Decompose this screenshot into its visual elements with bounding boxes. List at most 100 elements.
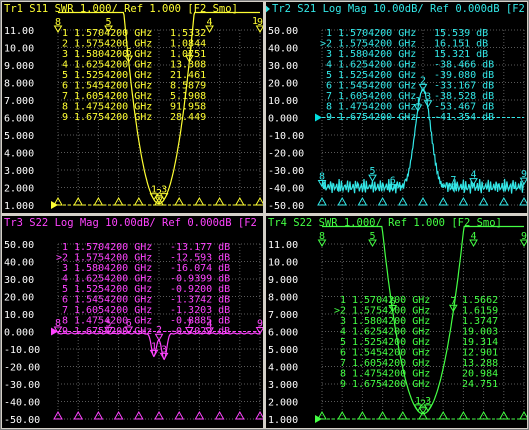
marker-readout-value: 15.539 dB	[434, 28, 488, 39]
marker-8-icon[interactable]	[53, 25, 63, 33]
stimulus-tick-icon	[418, 410, 428, 420]
marker-5-label: 5	[370, 231, 376, 242]
marker-2-icon[interactable]	[154, 196, 164, 204]
marker-7-label: 7	[186, 47, 192, 58]
marker-readout-number: 2	[62, 39, 68, 50]
marker-readout-frequency: 1.6254200 GHz	[338, 60, 416, 71]
marker-2-label: 2	[156, 188, 162, 199]
marker-readout-frequency: 1.5454200 GHz	[352, 348, 430, 359]
reference-pointer-icon[interactable]	[315, 113, 322, 122]
stimulus-tick-icon	[498, 410, 509, 420]
marker-4-icon[interactable]	[469, 239, 478, 247]
trace-plot[interactable]: 50.00 40.00 30.00 20.00 10.00 0.000 -10.00 -20.…	[2, 216, 263, 428]
marker-5-icon[interactable]	[368, 239, 377, 247]
marker-9-icon[interactable]	[255, 326, 263, 335]
trace-title[interactable]: Tr2 S21 Log Mag 10.00dB/ Ref 0.000dB [F2…	[272, 3, 525, 15]
marker-2-icon[interactable]	[418, 83, 428, 92]
marker-readout-value: 15.321 dB	[434, 49, 488, 60]
marker-4-icon[interactable]	[205, 327, 214, 335]
marker-readout-frequency: 1.5804200 GHz	[74, 49, 152, 60]
marker-8-icon[interactable]	[317, 239, 327, 247]
marker-readout-value: 1.0844	[170, 39, 206, 50]
marker-readout-frequency: 1.5454200 GHz	[338, 81, 416, 92]
reference-pointer-icon[interactable]	[51, 327, 58, 336]
stimulus-tick-icon	[73, 410, 84, 420]
marker-9-icon[interactable]	[255, 25, 263, 33]
marker-readout-frequency: 1.5454200 GHz	[74, 81, 152, 92]
marker-readout-frequency: 1.5754200 GHz	[338, 39, 416, 50]
marker-readout-value: 1.0751	[170, 49, 206, 60]
marker-5-icon[interactable]	[104, 25, 113, 33]
marker-7-icon[interactable]	[448, 304, 458, 313]
marker-3-icon[interactable]	[159, 193, 169, 201]
y-tick-label: -10.00	[268, 131, 304, 142]
stimulus-tick-icon	[438, 410, 449, 420]
y-tick-label: 10.00	[268, 258, 298, 269]
marker-3-icon[interactable]	[159, 352, 169, 361]
marker-9-icon[interactable]	[519, 239, 527, 247]
marker-readout-value: -0.8885 dB	[170, 316, 230, 327]
marker-7-icon[interactable]	[184, 55, 194, 63]
marker-readout-frequency: 1.5754200 GHz	[74, 253, 152, 264]
marker-4-icon[interactable]	[469, 178, 478, 186]
marker-3-icon[interactable]	[423, 404, 433, 412]
y-tick-label: 20.00	[4, 293, 34, 304]
y-tick-label: -50.00	[4, 415, 40, 426]
stimulus-tick-icon	[174, 410, 185, 420]
marker-9-icon[interactable]	[519, 177, 527, 186]
y-tick-label: 9.000	[268, 275, 298, 286]
trace-pane-tr4[interactable]: 11.00 10.00 9.000 8.000 7.000 6.000 5.000 4.000…	[266, 216, 527, 428]
marker-6-icon[interactable]	[388, 305, 398, 313]
marker-6-icon[interactable]	[124, 326, 134, 335]
trace-pane-tr1[interactable]: 11.00 10.00 9.000 8.000 7.000 6.000 5.000 4.000…	[2, 2, 263, 213]
trace-plot[interactable]: 50.00 40.00 30.00 20.00 10.00 0.000 -10.00 -20.…	[266, 2, 527, 213]
marker-readout-value: 19.003	[462, 327, 498, 338]
marker-readout-value: -1.3203 dB	[170, 305, 230, 316]
marker-readout-number: 7	[62, 91, 68, 102]
marker-5-icon[interactable]	[104, 326, 113, 335]
stimulus-tick-icon	[438, 196, 449, 206]
marker-readout-value: -16.074 dB	[170, 263, 230, 274]
marker-readout-number: 5	[62, 284, 68, 295]
marker-7-icon[interactable]	[448, 183, 458, 192]
marker-7-icon[interactable]	[184, 327, 194, 335]
marker-3-icon[interactable]	[423, 100, 433, 108]
stimulus-tick-icon	[133, 410, 144, 420]
marker-1-icon[interactable]	[149, 349, 159, 358]
y-tick-label: -40.00	[268, 184, 304, 195]
marker-6-icon[interactable]	[388, 184, 398, 192]
y-tick-label: 2.000	[268, 398, 298, 409]
trace-plot[interactable]: 11.00 10.00 9.000 8.000 7.000 6.000 5.000 4.000…	[2, 2, 263, 213]
marker-8-icon[interactable]	[53, 326, 63, 334]
marker-readout-number: 8	[62, 102, 68, 113]
marker-readout-number: 3	[326, 49, 332, 60]
marker-6-icon[interactable]	[124, 55, 134, 64]
stimulus-tick-icon	[519, 196, 527, 206]
trace-title[interactable]: Tr3 S22 Log Mag 10.00dB/ Ref 0.000dB [F2…	[4, 217, 263, 229]
stimulus-tick-icon	[154, 196, 164, 206]
trace-title[interactable]: Tr1 S11 SWR 1.000/ Ref 1.000 [F2 Smo]	[4, 3, 238, 15]
marker-readout-number: 1	[326, 28, 332, 39]
marker-readout-number: 7	[340, 358, 346, 369]
marker-2-icon[interactable]	[418, 407, 428, 415]
stimulus-tick-icon	[154, 410, 164, 420]
marker-2-icon[interactable]	[154, 333, 164, 342]
marker-5-icon[interactable]	[368, 174, 377, 183]
trace-pane-tr3[interactable]: 50.00 40.00 30.00 20.00 10.00 0.000 -10.00 -20.…	[2, 216, 263, 428]
marker-1-icon[interactable]	[413, 104, 423, 112]
y-tick-label: 6.000	[268, 328, 298, 339]
y-tick-label: 5.000	[268, 345, 298, 356]
stimulus-tick-icon	[234, 410, 245, 420]
marker-readout-number: 4	[340, 327, 346, 338]
marker-4-icon[interactable]	[205, 25, 214, 33]
trace-plot[interactable]: 11.00 10.00 9.000 8.000 7.000 6.000 5.000 4.000…	[266, 216, 527, 428]
marker-readout-frequency: 1.5804200 GHz	[74, 263, 152, 274]
stimulus-tick-icon	[174, 196, 185, 206]
trace-title[interactable]: Tr4 S22 SWR 1.000/ Ref 1.000 [F2 Smo]	[268, 217, 502, 229]
y-tick-label: 6.000	[4, 114, 34, 125]
marker-8-icon[interactable]	[317, 180, 327, 188]
stimulus-tick-icon	[418, 196, 428, 206]
trace-pane-tr2[interactable]: 50.00 40.00 30.00 20.00 10.00 0.000 -10.00 -20.…	[266, 2, 527, 213]
marker-2-label: 2	[420, 75, 426, 86]
y-tick-label: 30.00	[4, 275, 34, 286]
